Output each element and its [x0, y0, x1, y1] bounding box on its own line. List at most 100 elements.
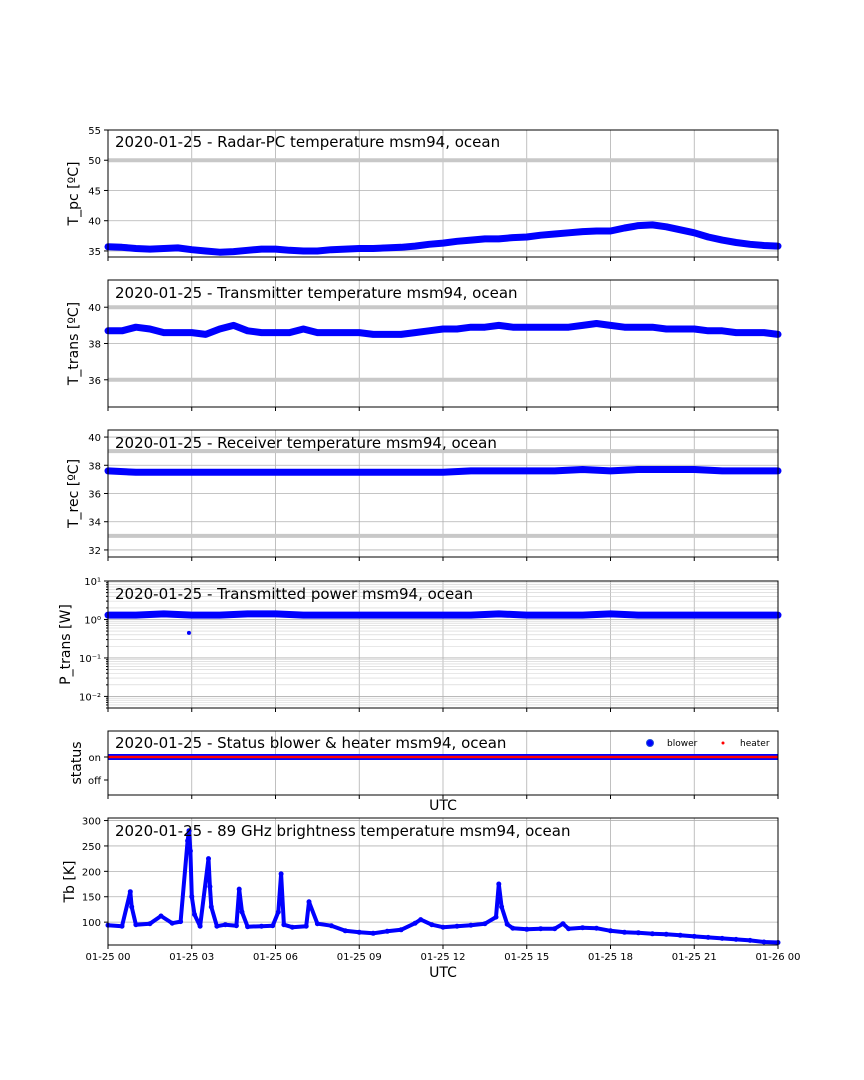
panel-title: 2020-01-25 - Transmitted power msm94, oc… — [115, 585, 473, 603]
data-point — [328, 923, 334, 929]
data-point — [300, 326, 306, 332]
data-point — [538, 926, 544, 932]
data-point — [622, 324, 627, 330]
outlier-point — [186, 630, 191, 635]
data-point — [289, 924, 295, 930]
data-point — [719, 612, 725, 618]
data-point — [259, 330, 264, 336]
data-point — [747, 937, 753, 943]
data-point — [245, 611, 251, 617]
legend-label-heater: heater — [740, 739, 770, 749]
data-point — [504, 921, 510, 927]
data-point — [314, 921, 320, 927]
data-point — [342, 928, 348, 934]
data-point — [278, 871, 284, 877]
data-point — [342, 246, 348, 252]
y-tick-label: 35 — [88, 247, 101, 258]
data-point — [306, 899, 312, 905]
data-point — [440, 240, 446, 246]
data-point — [719, 237, 725, 243]
y-tick-label: 38 — [88, 340, 101, 351]
data-point — [691, 933, 697, 939]
data-point — [412, 469, 418, 475]
data-point — [189, 469, 195, 475]
data-point — [259, 923, 264, 929]
y-tick-label: 40 — [88, 303, 101, 314]
data-point — [303, 923, 309, 929]
y-tick-label: 32 — [88, 546, 101, 557]
data-point — [538, 324, 544, 330]
data-point — [524, 324, 530, 330]
y-tick-label: on — [89, 753, 101, 764]
data-point — [719, 935, 725, 941]
y-tick-label: 150 — [82, 893, 101, 904]
data-point — [649, 222, 655, 228]
data-point — [552, 468, 558, 474]
data-point — [499, 904, 505, 910]
data-point — [510, 925, 516, 931]
data-point — [217, 612, 223, 618]
data-point — [300, 469, 306, 475]
data-point — [761, 330, 767, 336]
data-point — [412, 612, 418, 618]
data-point — [566, 230, 572, 236]
legend-marker-heater — [721, 741, 725, 745]
data-point — [496, 611, 502, 617]
data-point — [733, 330, 739, 336]
data-point — [482, 236, 488, 242]
data-point — [622, 929, 627, 935]
y-tick-label: 300 — [82, 817, 101, 828]
data-point — [133, 324, 139, 330]
x-axis-label: UTC — [429, 965, 457, 981]
data-point — [259, 246, 264, 252]
data-point — [482, 921, 488, 927]
data-point — [580, 467, 586, 472]
data-point — [328, 469, 334, 475]
legend: blower heater — [646, 739, 770, 749]
data-point — [649, 324, 655, 330]
data-point — [677, 932, 683, 938]
y-tick-label: 40 — [88, 217, 101, 228]
data-point — [510, 235, 516, 241]
y-tick-label: 250 — [82, 842, 101, 853]
data-point — [691, 467, 697, 472]
y-axis-label: P_trans [W] — [58, 604, 74, 685]
y-tick-label: off — [88, 776, 102, 787]
data-point — [454, 238, 460, 244]
data-point — [187, 848, 193, 854]
data-point — [510, 324, 516, 330]
data-point — [580, 925, 586, 931]
data-point — [384, 612, 390, 618]
data-point — [733, 240, 739, 245]
data-point — [133, 922, 139, 928]
panel-title: 2020-01-25 - Status blower & heater msm9… — [115, 734, 506, 752]
data-point — [370, 246, 376, 251]
data-point — [214, 923, 220, 929]
data-point — [594, 925, 599, 931]
data-point — [217, 249, 223, 255]
data-point — [398, 244, 404, 250]
data-point — [217, 326, 223, 332]
x-tick-label: 01-25 06 — [253, 952, 298, 963]
data-point — [233, 923, 239, 929]
data-point — [328, 612, 334, 618]
data-point — [691, 230, 697, 236]
data-point — [133, 469, 139, 475]
legend-label-blower: blower — [667, 739, 698, 749]
panel-brightness-temperature: 100 150 200 250 300 01-25 00 01-25 03 01-25 06… — [62, 817, 800, 981]
y-tick-label: 10⁻² — [79, 692, 101, 703]
y-tick-label: 45 — [88, 186, 101, 197]
data-point — [454, 923, 460, 929]
panel-transmitted-power: 10⁻² 10⁻¹ 10⁰ 10¹ 2020-01-25 - Transmitted … — [58, 577, 782, 712]
data-point — [203, 248, 209, 254]
data-point — [239, 909, 245, 915]
data-point — [663, 931, 669, 937]
data-point — [635, 324, 641, 330]
data-point — [186, 828, 192, 834]
y-tick-label: 50 — [88, 156, 101, 167]
panel-status: on off 2020-01-25 - Status blower & heate… — [69, 730, 779, 814]
data-point — [175, 245, 181, 251]
data-point — [691, 612, 697, 618]
data-point — [236, 886, 242, 892]
